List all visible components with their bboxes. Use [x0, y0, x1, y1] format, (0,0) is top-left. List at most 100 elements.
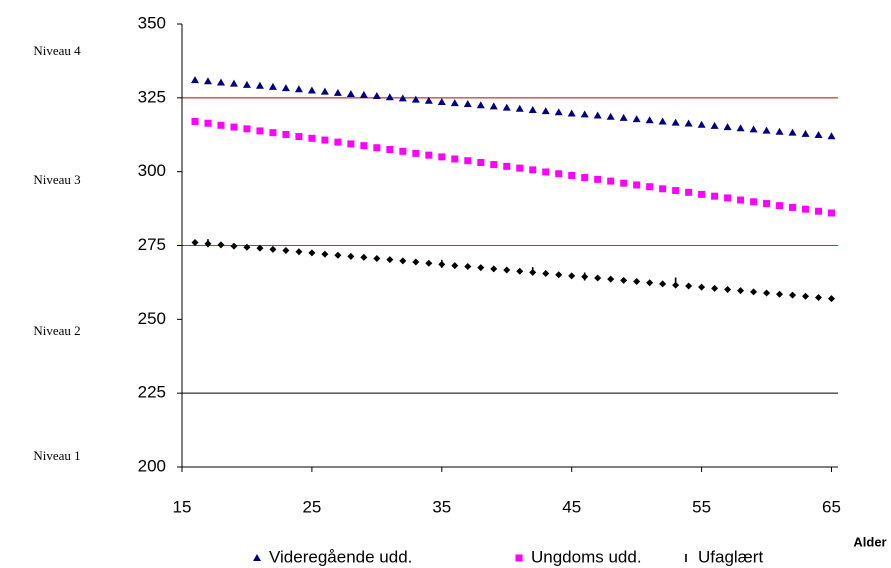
data-point: [373, 254, 381, 262]
data-point: [775, 127, 784, 135]
data-point: [463, 100, 472, 108]
data-point: [347, 140, 355, 148]
x-tick-label: 45: [562, 497, 581, 516]
data-point: [632, 115, 641, 123]
data-point: [620, 179, 628, 187]
data-point: [828, 209, 836, 217]
x-tick-label: 35: [432, 497, 451, 516]
data-point: [646, 279, 654, 287]
data-point: [230, 242, 238, 250]
data-point: [347, 252, 355, 260]
data-point: [658, 117, 667, 125]
data-point: [697, 120, 706, 128]
data-point: [555, 170, 563, 178]
data-point: [386, 146, 394, 154]
data-point: [295, 248, 303, 256]
data-point: [269, 245, 277, 253]
data-point: [269, 129, 277, 137]
data-point: [594, 274, 602, 282]
data-point: [385, 93, 394, 101]
data-point: [789, 291, 797, 299]
data-point: [307, 86, 316, 94]
data-point: [373, 144, 381, 152]
data-point: [412, 149, 420, 157]
data-point: [515, 104, 524, 112]
data-point: [788, 128, 797, 136]
y-tick-label: 325: [138, 87, 166, 106]
data-point: [282, 130, 290, 138]
data-point: [671, 118, 680, 126]
level-label: Niveau 1: [33, 448, 80, 463]
data-point: [295, 133, 303, 141]
data-point: [607, 275, 615, 283]
data-point: [256, 127, 264, 135]
data-point: [750, 288, 758, 296]
data-point: [674, 277, 677, 286]
data-point: [542, 270, 550, 278]
data-point: [398, 94, 407, 102]
data-point: [659, 185, 667, 193]
data-point: [568, 272, 576, 280]
data-point: [567, 109, 576, 117]
data-point: [503, 162, 511, 170]
data-point: [360, 253, 368, 261]
data-point: [541, 107, 550, 115]
data-point: [450, 99, 459, 107]
data-point: [531, 267, 534, 276]
y-tick-label: 225: [138, 383, 166, 402]
legend-label: Videregående udd.: [269, 547, 412, 566]
data-point: [593, 111, 602, 119]
data-point: [412, 258, 420, 266]
data-point: [372, 92, 381, 100]
data-point: [815, 207, 823, 215]
data-point: [243, 125, 251, 133]
data-point: [736, 124, 745, 132]
data-point: [399, 147, 407, 155]
y-tick-label: 275: [138, 235, 166, 254]
x-axis-label: Alder: [853, 534, 886, 549]
data-point: [594, 175, 602, 183]
y-tick-label: 200: [138, 456, 166, 475]
data-point: [321, 250, 329, 258]
data-point: [619, 113, 628, 121]
data-point: [191, 117, 199, 125]
data-point: [217, 241, 225, 249]
level-label: Niveau 2: [33, 323, 80, 338]
data-point: [503, 266, 511, 274]
data-point: [477, 159, 485, 167]
data-point: [229, 79, 238, 87]
data-point: [438, 153, 446, 161]
data-point: [763, 289, 771, 297]
data-point: [815, 293, 823, 301]
data-point: [724, 194, 732, 202]
data-point: [529, 166, 537, 174]
data-point: [516, 164, 524, 172]
data-point: [711, 284, 719, 292]
data-point: [620, 276, 628, 284]
data-point: [555, 271, 563, 279]
data-point: [633, 181, 641, 189]
data-point: [333, 88, 342, 96]
data-point: [203, 77, 212, 85]
x-tick-label: 65: [822, 497, 841, 516]
data-point: [580, 110, 589, 118]
data-point: [583, 272, 586, 281]
data-point: [828, 295, 836, 303]
data-point: [464, 262, 472, 270]
data-point: [659, 280, 667, 288]
x-tick-label: 55: [692, 497, 711, 516]
data-point: [489, 102, 498, 110]
data-point: [204, 119, 212, 127]
data-point: [528, 105, 537, 113]
data-point: [723, 123, 732, 131]
data-point: [243, 243, 251, 251]
data-point: [633, 278, 641, 286]
data-point: [441, 259, 443, 268]
data-point: [684, 119, 693, 127]
legend-marker: [685, 554, 687, 562]
legend-label: Ufaglært: [698, 547, 763, 566]
data-point: [256, 244, 264, 252]
data-point: [646, 183, 654, 191]
data-point: [268, 82, 277, 90]
